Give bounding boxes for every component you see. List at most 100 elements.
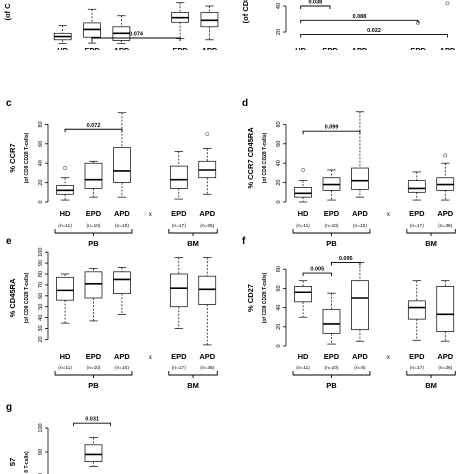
box-a-3: EPD (n=19) xyxy=(171,2,189,55)
site-bracket-PB: PB xyxy=(291,66,370,85)
y-tick-label: 80 xyxy=(38,271,44,277)
site-bracket-PB: PB xyxy=(54,229,133,248)
box-f-4: APD (n=36) xyxy=(436,280,455,371)
box-a-2: APD (n=29) xyxy=(112,15,131,65)
site-bracket-line xyxy=(53,66,132,70)
group-n-label: (n=10) xyxy=(115,365,129,371)
group-n-label: (n=38) xyxy=(85,59,99,65)
y-axis-sublabel: (of CD8 CD28 T-cells) xyxy=(24,132,30,183)
bracket-line xyxy=(300,34,448,38)
p-value-label: 0.095 xyxy=(339,256,353,262)
group-label: EPD xyxy=(322,46,338,55)
box-d-1: EPD (n=10) xyxy=(322,169,341,229)
significance-bracket: 0.038 xyxy=(300,0,331,9)
group-n-label: (n=10) xyxy=(87,365,101,371)
panel-label: f xyxy=(242,236,246,247)
group-label: EPD xyxy=(171,352,187,361)
group-n-label: (n=36) xyxy=(440,59,454,65)
box-iqr xyxy=(407,180,426,193)
bracket-line xyxy=(300,5,331,9)
group-n-label: (n=10) xyxy=(325,365,339,371)
box-iqr xyxy=(113,147,131,183)
box-a-0: HD (n=11) xyxy=(53,25,72,65)
y-axis-label: (of C xyxy=(3,3,12,21)
y-axis-label: % CD45RA xyxy=(8,278,17,317)
site-bracket-BM: BM xyxy=(170,66,219,85)
group-n-label: (n=11) xyxy=(56,59,70,65)
site-bracket-line xyxy=(168,371,218,376)
panel-f: f 0 20 40 60 80 % CD27 (of CD8 CD28 T-cells) HD (… xyxy=(242,236,456,390)
site-label: PB xyxy=(326,239,337,248)
box-iqr xyxy=(294,187,312,198)
y-tick-label: 60 xyxy=(38,141,44,147)
y-tick-label: 40 xyxy=(38,315,44,321)
y-tick-label: 60 xyxy=(38,293,44,299)
group-label: HD xyxy=(298,352,309,361)
panel-a-content: (of C HD (n=11) EPD (n=38) APD (n=29) EPD (n=19)… xyxy=(3,2,219,85)
box-e-4: APD (n=36) xyxy=(198,257,217,371)
box-iqr xyxy=(169,165,188,189)
group-label: HD xyxy=(295,46,306,55)
site-bracket-line xyxy=(406,229,456,234)
bracket-line xyxy=(300,19,419,24)
y-axis-label: (of CD8 xyxy=(241,0,250,23)
p-value-label: 0.088 xyxy=(353,14,367,20)
box-iqr xyxy=(351,280,369,331)
group-label: APD xyxy=(440,46,456,55)
site-bracket-BM: BM xyxy=(406,229,456,248)
bracket-line xyxy=(331,262,361,266)
box-a-4: APD (n=40) xyxy=(200,5,219,55)
box-f-3: EPD (n=17) xyxy=(407,280,426,371)
box-b-0: HD (n=11) xyxy=(295,46,306,55)
group-n-label: (n=17) xyxy=(410,365,424,371)
site-label: BM xyxy=(427,76,439,85)
group-label: EPD xyxy=(172,46,188,55)
box-f-0: HD (n=11) xyxy=(294,280,312,371)
box-iqr xyxy=(436,286,455,332)
panel-c: c 0 20 40 60 80 % CCR7 (of CD8 CD28 T-cells) HD (… xyxy=(6,98,218,248)
axis-break-mark: x xyxy=(387,355,390,361)
group-label: APD xyxy=(437,352,453,361)
group-label: EPD xyxy=(409,209,425,218)
group-n-label: (n=18) xyxy=(411,59,425,65)
group-label: APD xyxy=(199,209,215,218)
y-axis-sublabel: (of CD8 CD28 T-cells) xyxy=(24,272,30,323)
axis-break-mark: x xyxy=(149,212,152,218)
outlier-point xyxy=(445,1,450,6)
group-label: APD xyxy=(202,46,218,55)
group-n-label: (n=36) xyxy=(200,365,214,371)
group-n-label: (n=29) xyxy=(114,59,128,65)
box-b-1: EPD (n=9) xyxy=(322,46,338,65)
y-tick-label: 100 xyxy=(38,248,44,257)
y-tick-label: 20 xyxy=(38,180,44,186)
box-d-4: APD (n=36) xyxy=(436,153,455,229)
site-bracket-line xyxy=(291,66,370,70)
y-tick-label: 40 xyxy=(276,305,282,311)
p-value-label: 0.074 xyxy=(129,32,144,38)
panel-b-content: 20 40 (of CD8 HD (n=11) EPD (n=9) APD (n=10) EPD (… xyxy=(241,0,456,85)
significance-bracket: 0.005 xyxy=(302,267,332,277)
site-bracket-line xyxy=(170,66,219,70)
y-tick-label: 60 xyxy=(276,141,282,147)
bracket-line xyxy=(302,272,332,277)
site-label: PB xyxy=(88,239,99,248)
group-n-label: (n=36) xyxy=(438,365,452,371)
group-n-label: (n=9) xyxy=(354,365,366,371)
y-tick-label: 80 xyxy=(38,121,44,127)
axis-break-mark: x xyxy=(149,355,152,361)
box-g-0 xyxy=(84,437,103,467)
y-tick-label: 20 xyxy=(276,324,282,330)
box-c-3: EPD (n=17) xyxy=(169,151,188,229)
box-f-1: EPD (n=10) xyxy=(322,292,341,371)
site-bracket-BM: BM xyxy=(406,371,456,390)
box-iqr xyxy=(84,444,103,462)
y-tick-label: 90 xyxy=(38,260,44,266)
y-tick-label: 80 xyxy=(38,473,44,474)
y-axis-sublabel: 8 T-cells) xyxy=(24,451,30,473)
group-n-label: (n=9) xyxy=(324,59,336,65)
group-label: EPD xyxy=(324,209,340,218)
significance-bracket: 0.031 xyxy=(73,417,112,427)
site-label: BM xyxy=(425,239,437,248)
outlier-point xyxy=(63,166,67,170)
